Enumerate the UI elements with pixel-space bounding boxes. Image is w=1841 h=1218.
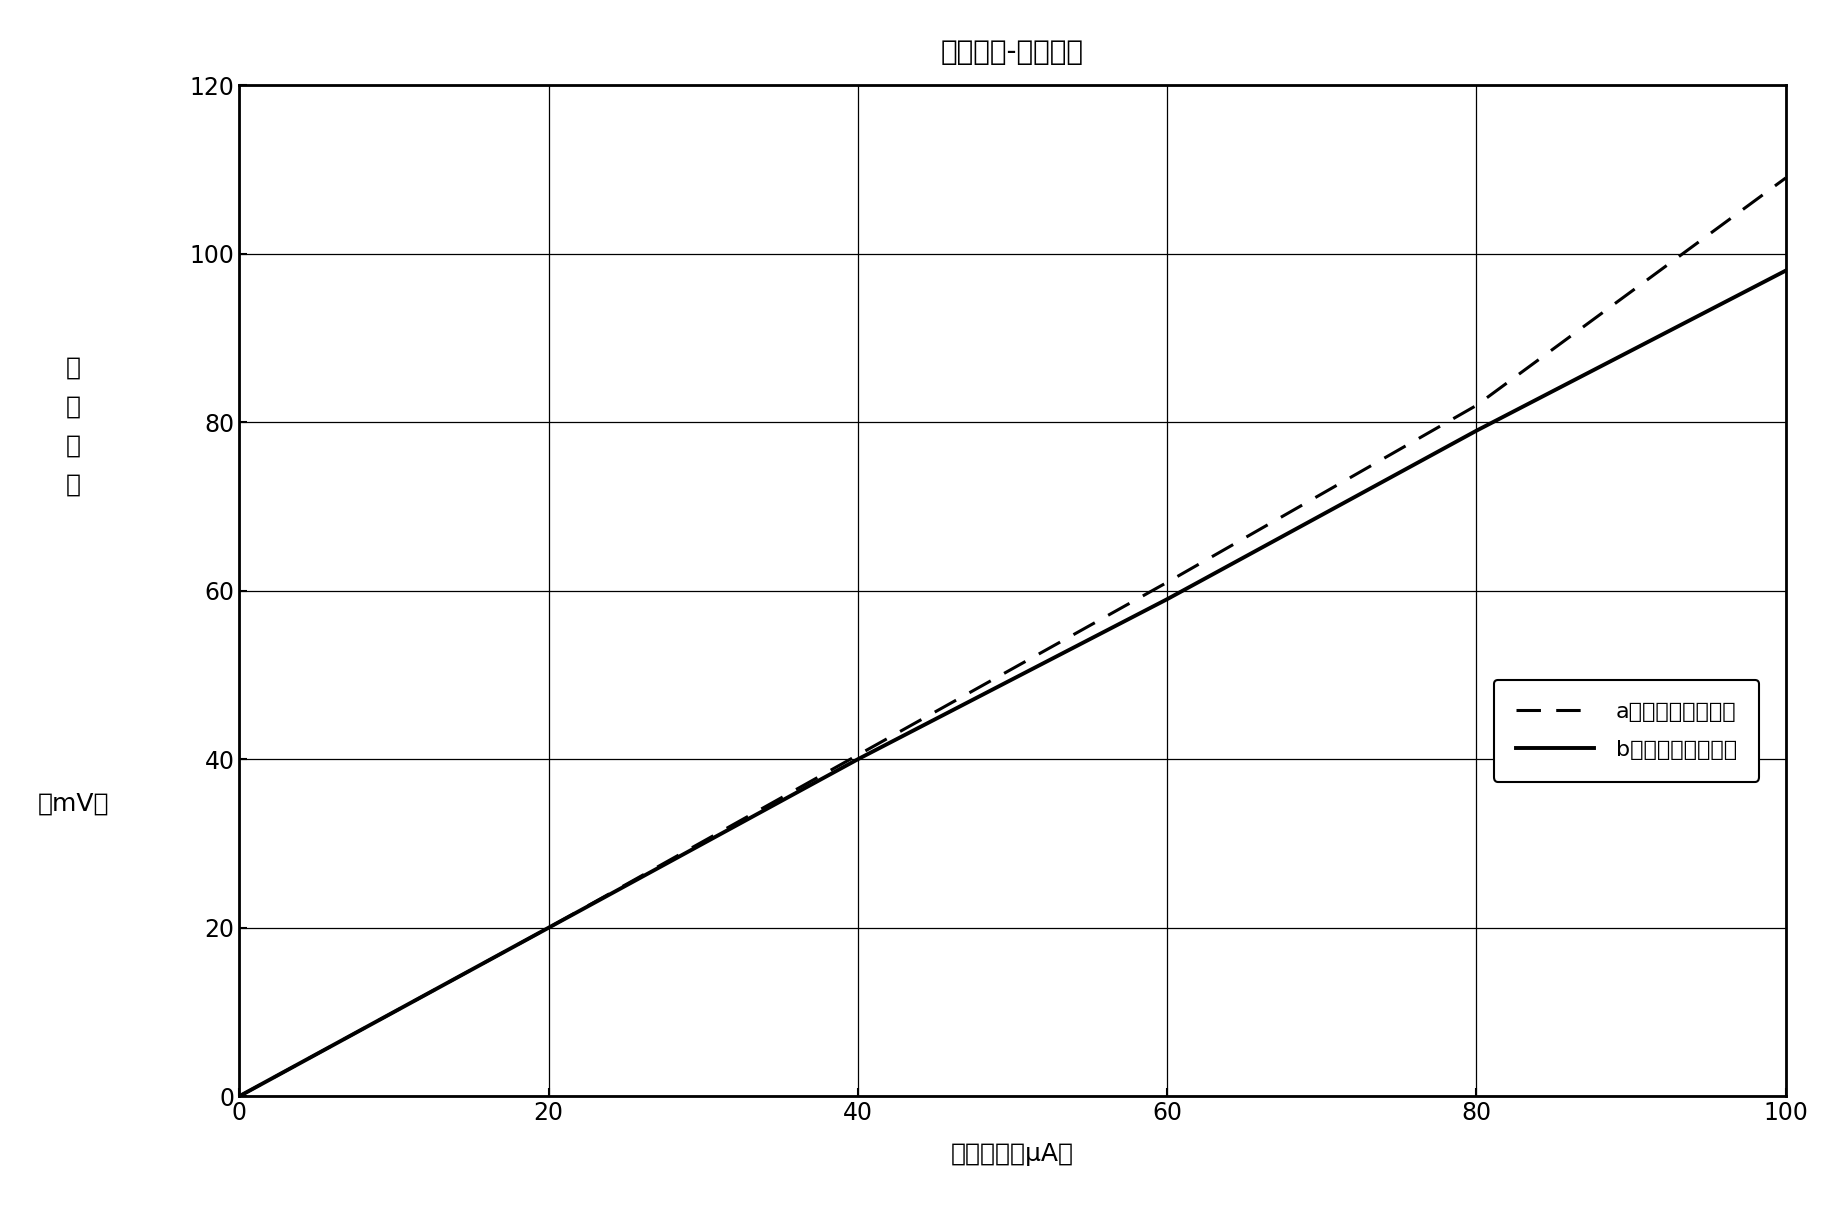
b）图２中的放大器 [228,1089,250,1104]
b）图２中的放大器 [538,921,560,935]
a）图１中的放大器 [1465,398,1488,413]
X-axis label: 输入电流（μA）: 输入电流（μA） [952,1141,1073,1166]
Text: （mV）: （mV） [39,792,109,816]
Text: 输
出
电
压: 输 出 电 压 [66,356,81,497]
b）图２中的放大器 [1465,424,1488,438]
a）图１中的放大器 [847,748,869,762]
a）图１中的放大器 [228,1089,250,1104]
a）图１中的放大器 [538,921,560,935]
Legend: a）图１中的放大器, b）图２中的放大器: a）图１中的放大器, b）图２中的放大器 [1493,680,1760,782]
Title: 输出电压-输入电流: 输出电压-输入电流 [941,38,1084,66]
Line: b）图２中的放大器: b）图２中的放大器 [239,270,1786,1096]
a）图１中的放大器 [1775,171,1797,185]
b）图２中的放大器 [1156,592,1178,607]
a）图１中的放大器 [1156,575,1178,590]
b）图２中的放大器 [1775,263,1797,278]
Line: a）图１中的放大器: a）图１中的放大器 [239,178,1786,1096]
b）图２中的放大器 [847,752,869,766]
